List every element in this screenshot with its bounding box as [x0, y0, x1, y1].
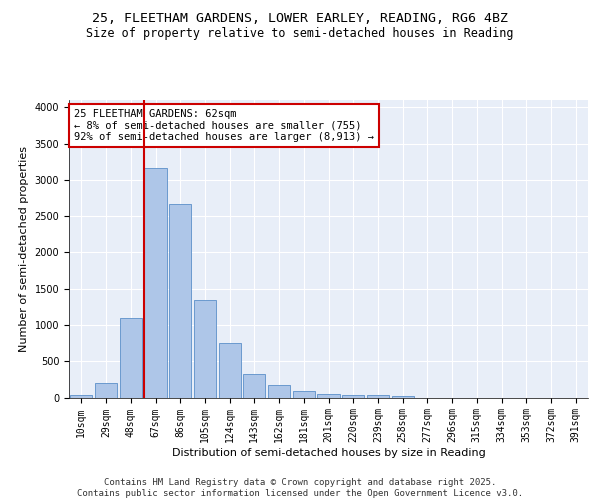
- Bar: [293, 392, 315, 398]
- Bar: [392, 396, 414, 398]
- Bar: [243, 374, 265, 398]
- X-axis label: Distribution of semi-detached houses by size in Reading: Distribution of semi-detached houses by …: [172, 448, 485, 458]
- Bar: [119, 318, 142, 398]
- Bar: [218, 343, 241, 398]
- Y-axis label: Number of semi-detached properties: Number of semi-detached properties: [19, 146, 29, 352]
- Text: 25, FLEETHAM GARDENS, LOWER EARLEY, READING, RG6 4BZ: 25, FLEETHAM GARDENS, LOWER EARLEY, READ…: [92, 12, 508, 26]
- Bar: [169, 204, 191, 398]
- Bar: [194, 300, 216, 398]
- Bar: [317, 394, 340, 398]
- Bar: [367, 396, 389, 398]
- Text: 25 FLEETHAM GARDENS: 62sqm
← 8% of semi-detached houses are smaller (755)
92% of: 25 FLEETHAM GARDENS: 62sqm ← 8% of semi-…: [74, 109, 374, 142]
- Bar: [95, 383, 117, 398]
- Bar: [268, 385, 290, 398]
- Bar: [70, 396, 92, 398]
- Text: Size of property relative to semi-detached houses in Reading: Size of property relative to semi-detach…: [86, 28, 514, 40]
- Text: Contains HM Land Registry data © Crown copyright and database right 2025.
Contai: Contains HM Land Registry data © Crown c…: [77, 478, 523, 498]
- Bar: [145, 168, 167, 398]
- Bar: [342, 394, 364, 398]
